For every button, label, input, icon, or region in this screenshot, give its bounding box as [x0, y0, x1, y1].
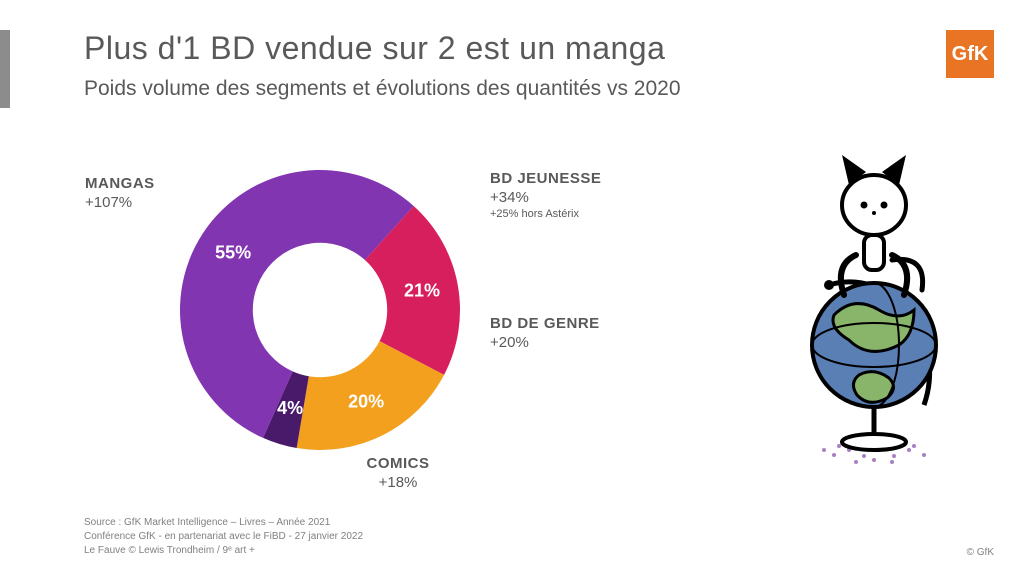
segment-title: COMICS — [338, 455, 458, 472]
page-subtitle: Poids volume des segments et évolutions … — [84, 77, 904, 101]
accent-side-bar — [0, 30, 10, 108]
segment-label-jeunesse: BD JEUNESSE +34% +25% hors Astérix — [490, 170, 710, 220]
segment-note: +25% hors Astérix — [490, 208, 710, 220]
gfk-logo-text: GfK — [952, 43, 989, 66]
segment-growth: +18% — [338, 474, 458, 491]
footer-line-2: Conférence GfK - en partenariat avec le … — [84, 530, 994, 544]
gfk-logo: GfK — [946, 30, 994, 78]
header: Plus d'1 BD vendue sur 2 est un manga Po… — [84, 30, 904, 101]
mascot-illustration — [774, 150, 974, 470]
segment-label-mangas: MANGAS +107% — [85, 175, 205, 211]
footer: Source : GfK Market Intelligence – Livre… — [84, 516, 994, 558]
copyright: © GfK — [967, 547, 994, 558]
donut-value-jeunesse: 21% — [404, 280, 440, 300]
page-title: Plus d'1 BD vendue sur 2 est un manga — [84, 30, 904, 67]
segment-title: BD DE GENRE — [490, 315, 690, 332]
segment-label-genre: BD DE GENRE +20% — [490, 315, 690, 351]
footer-line-3: Le Fauve © Lewis Trondheim / 9ᵉ art + — [84, 544, 994, 558]
segment-growth: +107% — [85, 194, 205, 211]
segment-growth: +34% — [490, 189, 710, 206]
donut-value-genre: 20% — [348, 392, 384, 412]
segment-growth: +20% — [490, 334, 690, 351]
segment-label-comics: COMICS +18% — [338, 455, 458, 491]
footer-line-1: Source : GfK Market Intelligence – Livre… — [84, 516, 994, 530]
donut-value-mangas: 55% — [215, 242, 251, 262]
donut-value-comics: 4% — [277, 398, 303, 418]
segment-title: MANGAS — [85, 175, 205, 192]
segment-title: BD JEUNESSE — [490, 170, 710, 187]
